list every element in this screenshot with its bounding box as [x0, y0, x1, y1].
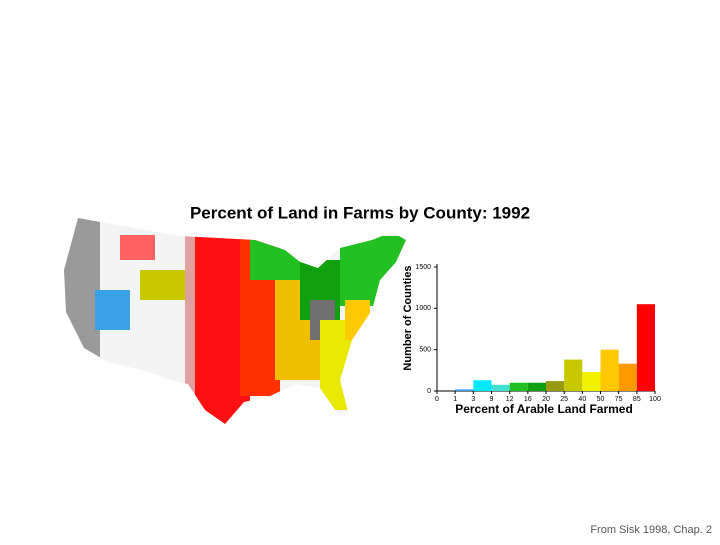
x-tick-label: 50: [597, 396, 605, 403]
y-tick-label: 500: [419, 347, 431, 354]
x-tick-label: 100: [649, 396, 661, 403]
bar: [473, 380, 492, 391]
chart-title: Percent of Land in Farms by County: 1992: [190, 203, 530, 222]
bar: [527, 382, 546, 391]
footer: From Sisk 1998, Chap. 2: [590, 524, 712, 536]
x-tick-label: 75: [615, 396, 623, 403]
bar: [455, 389, 474, 391]
x-tick-label: 12: [506, 396, 514, 403]
x-tick-label: 40: [578, 396, 586, 403]
x-tick-label: 85: [633, 396, 641, 403]
bar: [582, 371, 601, 391]
bar: [564, 359, 583, 391]
county-map: [64, 218, 406, 424]
bar: [546, 381, 565, 391]
x-tick-label: 1: [453, 396, 457, 403]
x-tick-label: 9: [490, 396, 494, 403]
x-tick-label: 0: [435, 396, 439, 403]
bar: [618, 363, 637, 391]
x-axis-label: Percent of Arable Land Farmed: [455, 402, 633, 416]
y-tick-label: 1000: [415, 305, 431, 312]
bar: [491, 384, 510, 391]
x-tick-label: 16: [524, 396, 532, 403]
x-tick-label: 3: [471, 396, 475, 403]
y-tick-label: 1500: [415, 264, 431, 271]
y-tick-label: 0: [427, 388, 431, 395]
bar: [509, 382, 528, 391]
x-tick-label: 20: [542, 396, 550, 403]
bar: [636, 304, 655, 391]
x-tick-label: 25: [560, 396, 568, 403]
y-axis-label: Number of Counties: [402, 265, 414, 370]
bar: [600, 349, 619, 391]
